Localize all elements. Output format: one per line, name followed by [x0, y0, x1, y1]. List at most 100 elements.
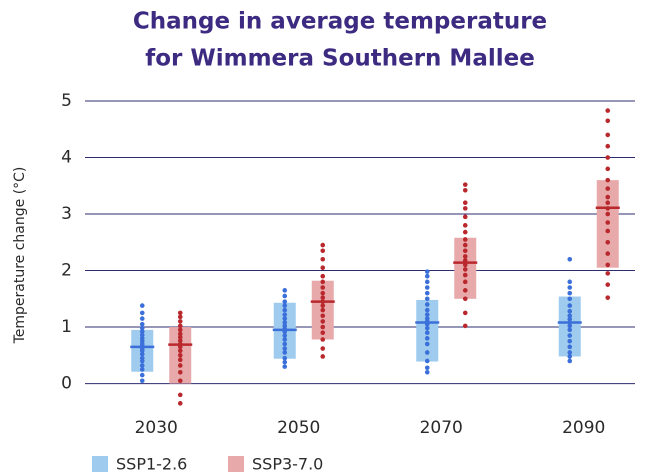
dot: [462, 242, 468, 248]
dot: [567, 323, 573, 329]
dot: [320, 337, 326, 342]
dot: [177, 369, 183, 375]
x-tick-label: 2030: [135, 418, 178, 438]
dot: [282, 337, 288, 342]
dot: [462, 206, 468, 211]
dot: [282, 316, 288, 321]
dot: [424, 302, 430, 307]
dot: [424, 312, 430, 317]
dot: [462, 200, 468, 206]
dot: [462, 272, 468, 278]
dot: [282, 320, 288, 325]
dot: [462, 254, 468, 259]
dot: [320, 354, 326, 359]
y-tick-label: 1: [61, 317, 72, 337]
dot: [567, 256, 573, 262]
dot: [177, 310, 183, 316]
dot: [282, 355, 288, 361]
dot: [177, 401, 183, 406]
dot: [282, 333, 288, 338]
dot: [320, 313, 326, 319]
dot: [320, 242, 326, 248]
dot: [462, 248, 468, 254]
dot: [282, 323, 288, 329]
dot: [424, 341, 430, 347]
x-tick-label: 2090: [562, 418, 605, 438]
dot: [567, 308, 573, 314]
chart-title: for Wimmera Southern Mallee: [145, 46, 535, 72]
dot: [320, 256, 326, 262]
dot: [605, 108, 611, 113]
dot: [605, 239, 611, 245]
dot: [424, 350, 430, 355]
dot: [139, 329, 145, 334]
dot: [139, 332, 145, 338]
dot: [282, 299, 288, 304]
dot: [567, 279, 573, 285]
legend-swatch: [92, 456, 108, 472]
dot: [462, 237, 468, 242]
dot: [139, 336, 145, 341]
dot: [462, 229, 468, 235]
legend-label: SSP3-7.0: [252, 455, 323, 474]
dot: [605, 262, 611, 268]
dot: [567, 316, 573, 322]
dot: [282, 288, 288, 293]
dot: [462, 288, 468, 293]
dot: [567, 350, 573, 355]
dot: [320, 307, 326, 313]
dot: [282, 350, 288, 355]
dot: [605, 143, 611, 149]
dot: [177, 319, 183, 324]
dot: [177, 334, 183, 340]
y-axis-label: Temperature change (°C): [12, 167, 28, 345]
dot: [605, 132, 611, 138]
dot: [320, 279, 326, 285]
dot: [320, 265, 326, 271]
dot: [282, 346, 288, 351]
dot: [424, 307, 430, 313]
dot: [567, 354, 573, 359]
dot: [320, 290, 326, 296]
dot: [424, 296, 430, 302]
dot: [139, 351, 145, 357]
dot: [567, 313, 573, 319]
dot: [605, 118, 611, 124]
dot: [424, 365, 430, 371]
dot: [605, 295, 611, 300]
dot: [139, 303, 145, 308]
dot: [139, 378, 145, 384]
dot: [139, 355, 145, 361]
dot: [424, 279, 430, 285]
dot: [462, 214, 468, 220]
dot: [605, 186, 611, 191]
dot: [139, 321, 145, 327]
dot: [282, 293, 288, 299]
dot: [605, 220, 611, 225]
dot: [177, 348, 183, 354]
legend-swatch: [228, 456, 244, 472]
dot: [139, 310, 145, 316]
y-tick-label: 2: [61, 261, 72, 281]
dot: [605, 166, 611, 172]
dot: [139, 325, 145, 331]
dot: [320, 303, 326, 308]
dot: [177, 363, 183, 368]
dot: [424, 325, 430, 331]
dot: [320, 248, 326, 254]
y-tick-label: 4: [61, 148, 72, 168]
dot: [567, 327, 573, 333]
dot: [320, 273, 326, 279]
dot: [424, 269, 430, 274]
dot: [320, 295, 326, 300]
dot: [605, 271, 611, 276]
dot: [605, 177, 611, 183]
dot: [605, 194, 611, 200]
dot: [177, 378, 183, 384]
dot: [177, 353, 183, 358]
dot: [282, 307, 288, 313]
dot: [605, 211, 611, 217]
dot: [424, 285, 430, 290]
dot: [282, 359, 288, 365]
